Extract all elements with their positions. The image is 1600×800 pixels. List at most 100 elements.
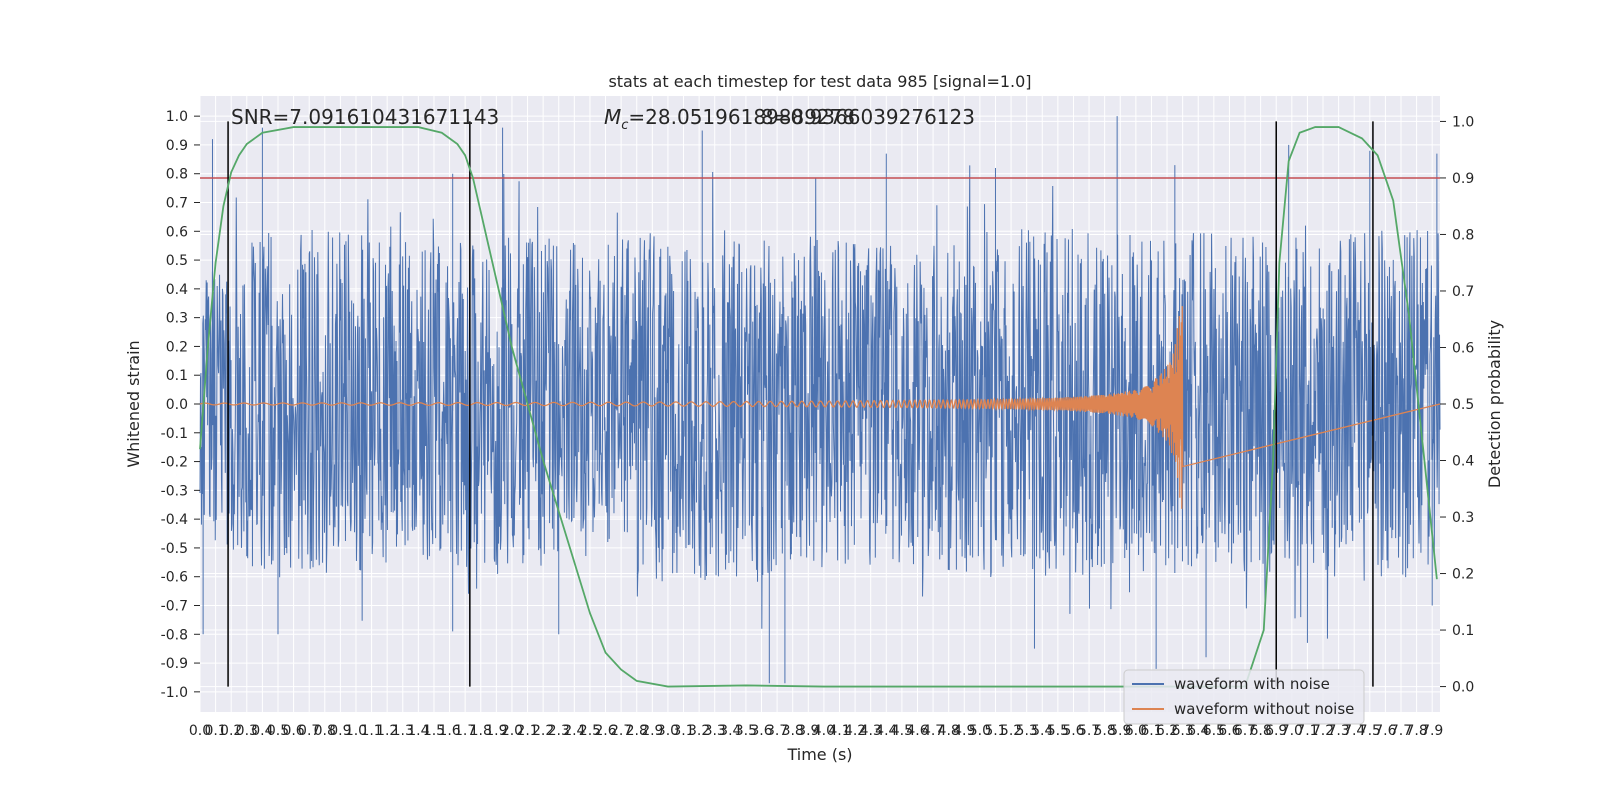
series-waveform-without-noise [199,306,1441,509]
x-tick-label: 4.1 [828,723,850,739]
x-tick-label: 5.2 [1000,723,1022,739]
y-tick-label: 0.1 [166,368,188,384]
x-tick-label: 4.7 [922,723,944,739]
y2-tick-label: 1.0 [1452,114,1474,130]
x-tick-label: 1.7 [454,723,476,739]
y-tick-label: -1.0 [161,685,188,701]
x-tick-label: 6.2 [1156,723,1178,739]
x-tick-label: 0.8 [314,723,336,739]
x-tick-label: 7.7 [1390,723,1412,739]
x-tick-label: 0.2 [220,723,242,739]
x-tick-label: 1.3 [392,723,414,739]
x-tick-label: 3.2 [688,723,710,739]
y-axis-label: Whitened strain [124,340,143,467]
x-tick-label: 2.5 [579,723,601,739]
y-tick-label: 0.2 [166,339,188,355]
y2-tick-label: 0.5 [1452,397,1474,413]
y2-tick-label: 0.3 [1452,510,1474,526]
y-tick-label: -0.4 [161,512,188,528]
series-layer [199,116,1441,688]
x-tick-label: 6.7 [1234,723,1256,739]
snr-annotation: SNR=7.091610431671143 [231,105,499,129]
x-tick-label: 4.5 [891,723,913,739]
x-tick-label: 5.6 [1062,723,1084,739]
x-tick-label: 3.4 [719,723,741,739]
y2-tick-label: 0.8 [1452,227,1474,243]
y-tick-label: 0.0 [166,397,188,413]
x-tick-label: 6.4 [1187,723,1209,739]
x-tick-label: 6.8 [1249,723,1271,739]
x-tick-label: 5.7 [1078,723,1100,739]
x-tick-label: 3.3 [704,723,726,739]
y-tick-label: 0.8 [166,167,188,183]
x-tick-label: 1.0 [345,723,367,739]
y2-tick-label: 0.0 [1452,680,1474,696]
x-tick-label: 7.4 [1343,723,1365,739]
x-tick-label: 6.9 [1265,723,1287,739]
x-tick-label: 5.4 [1031,723,1053,739]
x-tick-label: 6.6 [1218,723,1240,739]
y-tick-label: -0.3 [161,483,188,499]
x-tick-label: 6.0 [1125,723,1147,739]
x-tick-label: 1.8 [470,723,492,739]
x-tick-label: 2.6 [594,723,616,739]
x-tick-label: 4.9 [953,723,975,739]
legend-box [1123,669,1365,725]
y2-tick-label: 0.1 [1452,623,1474,639]
x-tick-label: 2.0 [501,723,523,739]
overlap-annotation: 8=0.9366039276123 [761,105,975,129]
y-tick-label: -0.6 [161,570,188,586]
y2-axis-label: Detection probability [1485,320,1504,488]
x-tick-label: 3.7 [766,723,788,739]
y-tick-label: -0.5 [161,541,188,557]
x-tick-label: 5.9 [1109,723,1131,739]
x-tick-label: 0.1 [204,723,226,739]
x-tick-label: 2.8 [626,723,648,739]
x-tick-label: 1.4 [407,723,429,739]
x-tick-label: 4.0 [813,723,835,739]
y-tick-label: 0.7 [166,196,188,212]
legend: waveform with noise waveform without noi… [1123,669,1365,725]
x-tick-label: 1.1 [360,723,382,739]
x-tick-label: 5.3 [1016,723,1038,739]
x-tick-label: 4.4 [875,723,897,739]
x-tick-label: 2.4 [563,723,585,739]
y-tick-label: -0.1 [161,426,188,442]
x-tick-label: 2.7 [610,723,632,739]
legend-label-noise: waveform with noise [1174,675,1330,693]
x-tick-label: 3.0 [657,723,679,739]
x-tick-label: 3.5 [735,723,757,739]
x-tick-label: 3.6 [750,723,772,739]
x-tick-label: 1.5 [423,723,445,739]
x-tick-label: 6.5 [1203,723,1225,739]
x-tick-label: 5.8 [1094,723,1116,739]
series-detection-probability [199,126,1438,688]
x-tick-label: 4.6 [906,723,928,739]
chart-title: stats at each timestep for test data 985… [608,72,1031,91]
x-tick-label: 2.3 [548,723,570,739]
x-tick-label: 0.7 [298,723,320,739]
chirp-mass-value: =28.05196189889278 [628,105,855,129]
y-tick-label: 0.3 [166,311,188,327]
y2-tick-label: 0.9 [1452,171,1474,187]
series-waveform-with-noise [199,116,1441,684]
x-tick-label: 1.9 [485,723,507,739]
x-tick-label: 4.2 [844,723,866,739]
chirp-mass-symbol: M [604,105,621,129]
x-tick-label: 3.8 [782,723,804,739]
y-tick-label: 0.5 [166,253,188,269]
x-tick-label: 7.6 [1374,723,1396,739]
x-tick-label: 0.0 [189,723,211,739]
x-tick-label: 7.9 [1421,723,1443,739]
x-tick-label: 7.3 [1327,723,1349,739]
ticks: 0.00.10.20.30.40.50.60.70.80.91.01.11.21… [161,109,1475,739]
x-tick-label: 0.4 [251,723,273,739]
x-tick-label: 5.5 [1047,723,1069,739]
chirp-mass-subscript: c [621,118,628,133]
x-tick-label: 2.1 [516,723,538,739]
x-tick-label: 3.9 [797,723,819,739]
x-axis-label: Time (s) [786,745,852,764]
y-tick-label: -0.8 [161,627,188,643]
x-tick-label: 7.0 [1281,723,1303,739]
